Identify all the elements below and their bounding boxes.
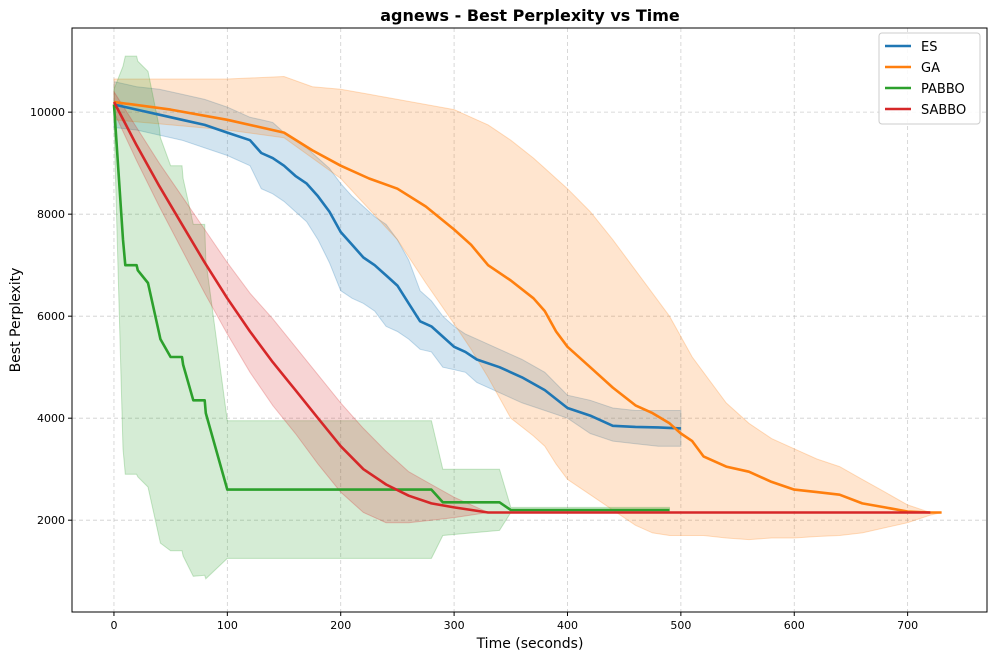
series-line-pabbo xyxy=(112,104,670,512)
x-tick-label: 300 xyxy=(444,619,465,632)
x-tick-label: 500 xyxy=(670,619,691,632)
band-es xyxy=(113,80,682,447)
legend-label-pabbo: PABBO xyxy=(921,82,965,97)
x-tick-label: 100 xyxy=(217,619,238,632)
axis-ticks: 0 100 200 300 400 500 600 700 2000 4000 6000 8000 10… xyxy=(30,106,918,632)
y-tick-label: 8000 xyxy=(37,208,65,221)
legend: ES GA PABBO SABBO xyxy=(878,32,981,125)
series-line-sabbo xyxy=(112,101,931,514)
x-tick-label: 0 xyxy=(110,619,117,632)
y-axis-title: Best Perplexity xyxy=(8,268,24,373)
x-axis-title: Time (seconds) xyxy=(476,636,584,652)
chart-title: agnews - Best Perplexity vs Time xyxy=(380,6,680,25)
x-tick-label: 200 xyxy=(330,619,351,632)
legend-box xyxy=(878,32,981,125)
x-tick-label: 600 xyxy=(784,619,805,632)
confidence-bands xyxy=(113,55,942,580)
series-lines xyxy=(112,100,942,514)
legend-label-ga: GA xyxy=(921,61,940,76)
legend-label-sabbo: SABBO xyxy=(921,103,966,118)
x-tick-label: 700 xyxy=(897,619,918,632)
legend-label-es: ES xyxy=(921,40,937,55)
plot-frame xyxy=(71,27,988,613)
y-tick-label: 2000 xyxy=(37,514,65,527)
series-line-es xyxy=(113,103,681,430)
x-tick-label: 400 xyxy=(557,619,578,632)
grid xyxy=(72,28,987,612)
y-tick-label: 4000 xyxy=(37,412,65,425)
y-tick-label: 10000 xyxy=(30,106,65,119)
series-line-ga xyxy=(113,100,942,514)
y-tick-label: 6000 xyxy=(37,310,65,323)
